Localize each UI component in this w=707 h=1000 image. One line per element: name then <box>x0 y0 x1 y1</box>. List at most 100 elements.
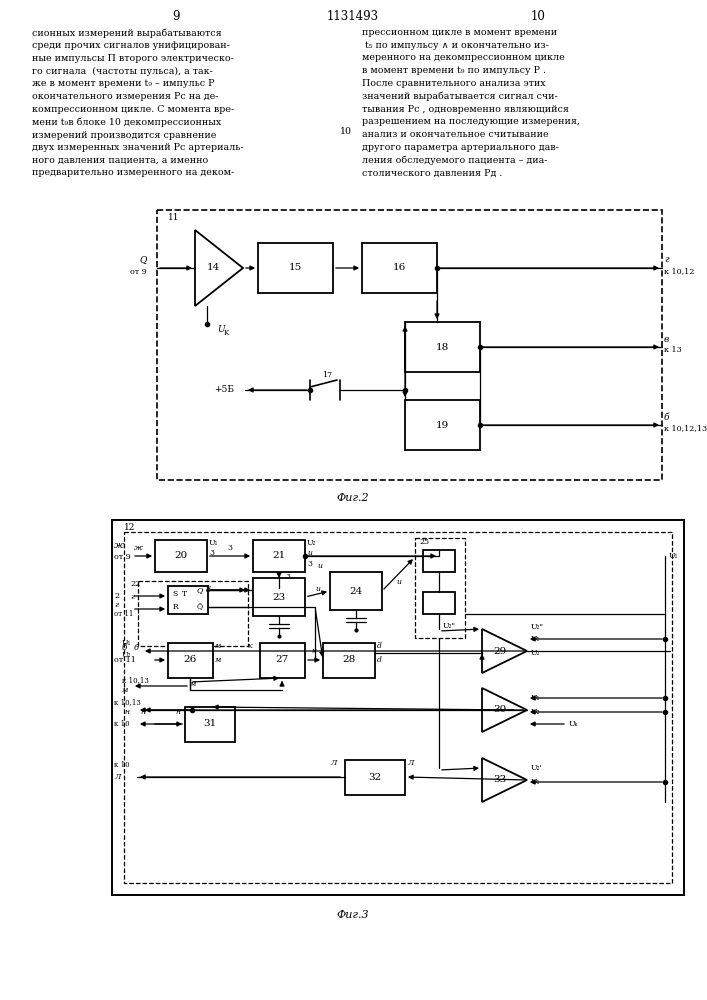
Text: 23: 23 <box>272 592 286 601</box>
Text: 27: 27 <box>275 656 288 664</box>
Text: 3: 3 <box>307 560 312 568</box>
Text: U₁: U₁ <box>122 639 132 647</box>
Text: +5Б: +5Б <box>214 385 234 394</box>
Text: S: S <box>173 590 177 598</box>
Bar <box>345 760 405 795</box>
Bar <box>405 322 480 372</box>
Text: к: к <box>247 642 252 650</box>
Bar <box>258 243 333 293</box>
Bar <box>260 643 305 678</box>
Text: U₂: U₂ <box>531 708 540 716</box>
Text: 25: 25 <box>419 538 429 546</box>
Text: к 10: к 10 <box>114 720 129 728</box>
Text: d̄: d̄ <box>377 642 382 650</box>
Bar <box>253 540 305 572</box>
Bar <box>423 550 455 572</box>
Text: 22: 22 <box>130 580 140 588</box>
Text: U: U <box>217 326 225 334</box>
Text: 12: 12 <box>124 524 135 532</box>
Text: 18: 18 <box>436 342 449 352</box>
Text: от 11: от 11 <box>114 610 134 618</box>
Text: K: K <box>224 329 229 337</box>
Text: м: м <box>122 686 129 694</box>
Text: 10: 10 <box>530 9 545 22</box>
Text: ж: ж <box>114 540 124 550</box>
Text: б: б <box>664 412 670 422</box>
Bar <box>415 538 465 638</box>
Text: г: г <box>130 593 134 601</box>
Text: 33: 33 <box>493 776 507 784</box>
Text: u: u <box>317 562 322 570</box>
Bar <box>185 707 235 742</box>
Text: прессионном цикле в момент времени
 t₅ по импульсу ∧ и окончательно из-
меренног: прессионном цикле в момент времени t₅ по… <box>362 28 580 178</box>
Text: от 9: от 9 <box>130 268 147 276</box>
Text: к 10,13: к 10,13 <box>122 676 148 684</box>
Bar <box>168 586 208 614</box>
Text: U₂: U₂ <box>307 539 317 547</box>
Text: ж: ж <box>134 544 143 552</box>
Text: м: м <box>190 680 197 688</box>
Text: Л: Л <box>114 773 120 781</box>
Text: Q: Q <box>197 586 203 594</box>
Text: м: м <box>215 642 221 650</box>
Text: от 9: от 9 <box>114 553 131 561</box>
Text: 20: 20 <box>175 552 187 560</box>
Text: T: T <box>182 590 187 598</box>
Text: U₁: U₁ <box>531 635 540 643</box>
Text: м: м <box>215 656 221 664</box>
Bar <box>405 400 480 450</box>
Text: 9: 9 <box>173 9 180 22</box>
Text: 17: 17 <box>322 371 332 379</box>
Text: г: г <box>664 255 669 264</box>
Text: Q̄: Q̄ <box>197 603 203 611</box>
Text: 15: 15 <box>288 263 302 272</box>
Text: U₁: U₁ <box>669 552 679 560</box>
Text: U₂': U₂' <box>531 764 543 772</box>
Text: 16: 16 <box>392 263 406 272</box>
Bar <box>168 643 213 678</box>
Text: в: в <box>664 334 670 344</box>
Text: U₁: U₁ <box>209 539 218 547</box>
Text: 24: 24 <box>349 586 363 595</box>
Text: 31: 31 <box>204 720 216 728</box>
Text: d: d <box>206 586 211 594</box>
Text: 29: 29 <box>493 647 507 656</box>
Text: к: к <box>312 647 316 655</box>
Bar <box>124 532 672 883</box>
Text: 14: 14 <box>206 263 220 272</box>
Bar <box>138 581 248 646</box>
Text: Л: Л <box>407 759 414 767</box>
Text: U₂": U₂" <box>531 623 544 631</box>
Text: u: u <box>396 578 401 586</box>
Text: 10: 10 <box>340 126 352 135</box>
Text: 32: 32 <box>368 772 382 782</box>
Text: 3: 3 <box>228 544 233 552</box>
Bar <box>155 540 207 572</box>
Text: 30: 30 <box>493 706 507 714</box>
Text: 3: 3 <box>209 549 214 557</box>
Text: Л: Л <box>331 759 337 767</box>
Text: 11: 11 <box>168 214 180 223</box>
Text: н: н <box>175 708 180 716</box>
Text: U₁: U₁ <box>531 778 540 786</box>
Text: u: u <box>307 549 312 557</box>
Text: U₁: U₁ <box>531 694 540 702</box>
Text: Фиг.2: Фиг.2 <box>337 493 369 503</box>
Text: U₂: U₂ <box>531 649 540 657</box>
Text: к 10,13: к 10,13 <box>114 698 141 706</box>
Text: н: н <box>140 708 145 716</box>
Text: u: u <box>315 585 320 593</box>
Text: 1131493: 1131493 <box>327 9 379 22</box>
Text: к 10: к 10 <box>114 761 129 769</box>
Bar <box>362 243 437 293</box>
Text: сионных измерений вырабатываются
среди прочих сигналов унифицирован-
ные импульс: сионных измерений вырабатываются среди п… <box>32 28 244 177</box>
Text: Uₖ: Uₖ <box>569 720 578 728</box>
Text: от 11: от 11 <box>114 656 136 664</box>
Bar <box>323 643 375 678</box>
Text: 28: 28 <box>342 656 356 664</box>
Text: к 10,12: к 10,12 <box>664 267 694 275</box>
Text: U₂: U₂ <box>122 651 132 659</box>
Bar <box>330 572 382 610</box>
Text: к 10,12,13: к 10,12,13 <box>664 424 707 432</box>
Text: d: d <box>377 656 382 664</box>
